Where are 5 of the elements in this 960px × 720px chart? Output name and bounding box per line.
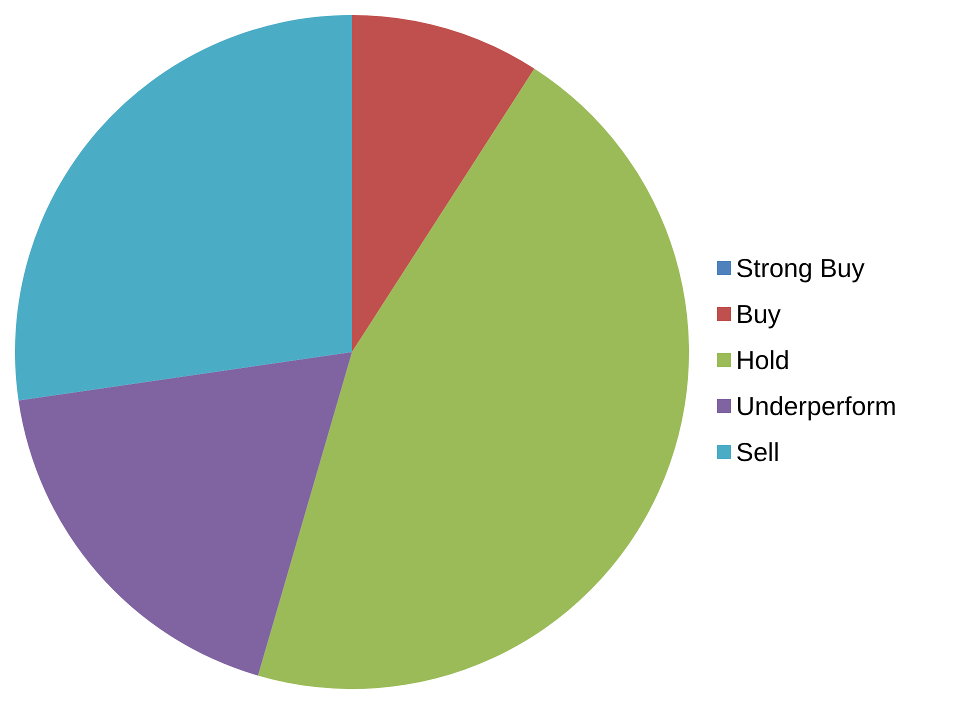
legend-label: Strong Buy (736, 253, 865, 283)
legend-label: Underperform (736, 391, 896, 421)
legend-label: Sell (736, 437, 780, 467)
legend-label: Hold (736, 345, 790, 375)
legend-label: Buy (736, 299, 781, 329)
